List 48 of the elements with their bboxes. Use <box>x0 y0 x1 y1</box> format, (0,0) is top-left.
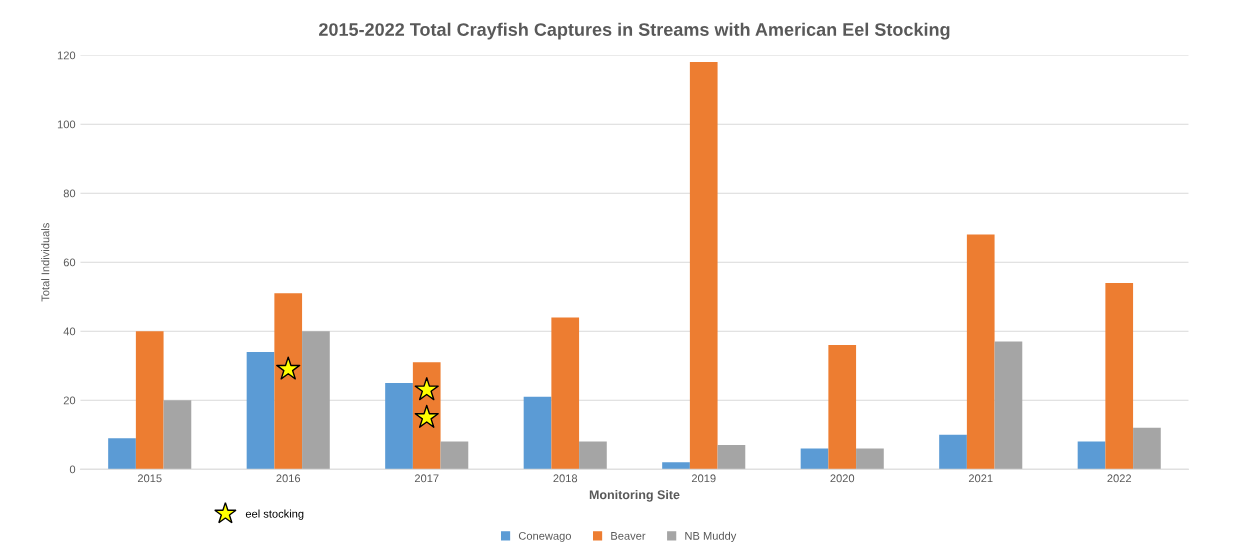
x-tick-label: 2016 <box>276 474 301 483</box>
legend-label: Beaver <box>611 532 646 540</box>
y-axis-title: Total Individuals <box>41 223 50 302</box>
y-tick-label: 120 <box>57 51 76 60</box>
legend-label: NB Muddy <box>685 531 737 542</box>
bar <box>662 462 690 470</box>
bar <box>994 341 1023 470</box>
x-axis-title: Monitoring Site <box>589 489 680 502</box>
bar <box>939 434 967 470</box>
legend-label: eel stocking <box>245 509 304 520</box>
bar <box>1077 441 1106 470</box>
y-tick-label: 60 <box>63 258 76 267</box>
bar <box>440 441 469 470</box>
bar <box>135 331 164 470</box>
point <box>414 377 439 401</box>
bar <box>523 396 552 470</box>
bar <box>302 331 330 470</box>
y-tick-label: 0 <box>69 465 76 474</box>
bar <box>800 448 829 470</box>
x-tick-label: 2022 <box>1107 474 1132 483</box>
point <box>414 404 439 428</box>
y-tick-label: 20 <box>63 396 76 405</box>
bar <box>163 400 192 470</box>
chart-title: 2015-2022 Total Crayfish Captures in Streams with American Eel Stocking <box>319 22 950 40</box>
y-tick-label: 100 <box>57 120 76 129</box>
point <box>276 356 301 380</box>
bar <box>551 317 580 470</box>
bar <box>108 438 136 470</box>
bar <box>717 445 746 470</box>
x-tick-label: 2021 <box>968 474 993 483</box>
bar <box>1105 282 1134 470</box>
bar <box>579 441 607 470</box>
x-tick-label: 2015 <box>137 474 162 483</box>
bar <box>274 293 303 470</box>
x-tick-label: 2019 <box>691 474 716 483</box>
y-tick-label: 80 <box>63 189 76 198</box>
bar <box>385 382 413 470</box>
bar <box>828 345 857 470</box>
y-tick-label: 40 <box>63 327 76 336</box>
x-tick-label: 2018 <box>553 474 578 483</box>
x-tick-label: 2017 <box>414 474 439 483</box>
bar <box>246 351 275 470</box>
bar <box>856 448 884 470</box>
bar <box>689 62 718 470</box>
x-tick-label: 2020 <box>830 474 855 483</box>
legend-label: Conewago <box>518 531 572 542</box>
bar <box>1133 427 1161 470</box>
bar <box>966 234 995 470</box>
